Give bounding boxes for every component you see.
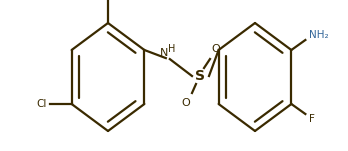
Text: S: S [195,69,205,83]
Text: Cl: Cl [36,99,47,109]
Text: F: F [309,114,315,124]
Text: O: O [212,44,220,54]
Text: O: O [182,98,190,108]
Text: N: N [160,48,168,58]
Text: NH₂: NH₂ [309,30,329,40]
Text: H: H [168,44,175,54]
